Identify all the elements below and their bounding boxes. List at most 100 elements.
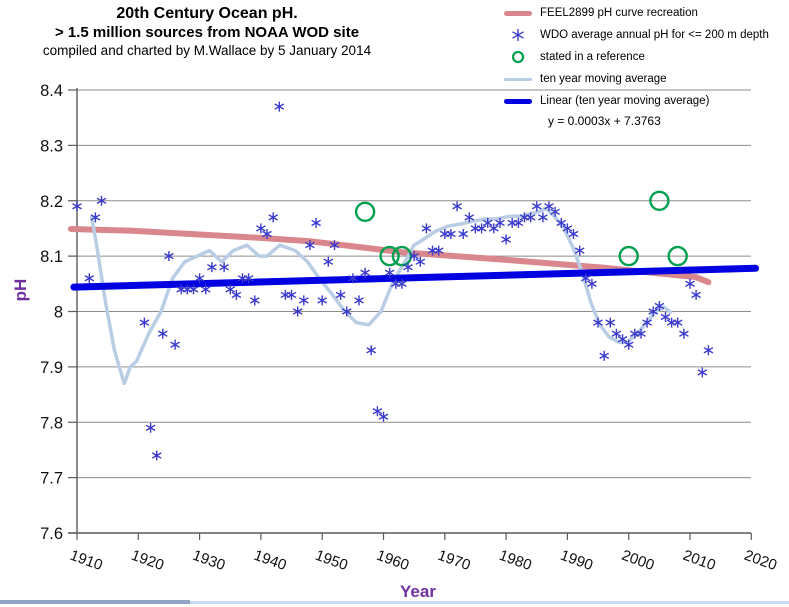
scatter-point xyxy=(482,217,493,228)
scatter-point xyxy=(611,328,622,339)
chart-subtitle: > 1.5 million sources from NOAA WOD site xyxy=(54,24,360,41)
scatter-point xyxy=(256,223,266,234)
scatter-point xyxy=(305,240,315,251)
scatter-point xyxy=(476,223,487,234)
scatter-point xyxy=(648,306,659,317)
scatter-point xyxy=(348,273,358,284)
scatter-point xyxy=(194,273,205,284)
scatter-point xyxy=(525,212,536,223)
x-tick-label: 1960 xyxy=(374,547,411,574)
scatter-point xyxy=(580,273,591,284)
scatter-point xyxy=(286,289,297,300)
scatter-point xyxy=(562,223,573,234)
reference-circle-point xyxy=(618,245,639,267)
trend-equation: y = 0.0003x + 7.3763 xyxy=(548,114,661,128)
x-tick-label: 1980 xyxy=(497,547,534,574)
y-tick-label: 8 xyxy=(54,304,63,322)
scatter-point xyxy=(433,245,444,256)
scatter-point xyxy=(164,251,174,262)
scatter-point xyxy=(231,289,242,300)
scatter-point xyxy=(507,217,518,228)
scatter-point xyxy=(274,101,285,112)
scatter-point xyxy=(623,339,634,350)
scatter-point xyxy=(200,284,211,295)
scatter-point xyxy=(188,284,199,295)
x-tick-label: 1940 xyxy=(252,547,289,574)
scatter-point xyxy=(452,201,462,212)
scatter-point xyxy=(464,212,475,223)
bottom-edge-bar-right xyxy=(190,601,789,604)
x-axis-title: Year xyxy=(400,582,436,601)
scatter-point xyxy=(691,289,701,300)
chart-legend: FEEL2899 pH curve recreation WDO average … xyxy=(496,2,786,128)
scatter-point xyxy=(488,223,499,234)
y-tick-label: 8.1 xyxy=(40,248,63,266)
scatter-point xyxy=(207,262,217,273)
x-tick-label: 2010 xyxy=(681,547,718,574)
scatter-point xyxy=(280,289,291,300)
legend-item: stated in a reference xyxy=(496,46,786,68)
legend-wdo-asterisk-icon xyxy=(496,27,540,43)
y-tick-label: 8.3 xyxy=(40,137,63,155)
x-tick-label: 1950 xyxy=(313,547,350,574)
scatter-point xyxy=(292,306,303,317)
scatter-point xyxy=(617,334,628,345)
legend-ma-line-icon xyxy=(496,77,540,81)
scatter-point xyxy=(317,295,328,306)
scatter-point xyxy=(96,195,107,206)
scatter-point xyxy=(538,212,548,223)
scatter-point xyxy=(329,240,340,251)
scatter-point xyxy=(268,212,279,223)
legend-item: FEEL2899 pH curve recreation xyxy=(496,2,786,24)
scatter-point xyxy=(262,229,272,239)
scatter-point xyxy=(397,278,407,289)
scatter-point xyxy=(470,223,481,234)
scatter-point xyxy=(513,217,524,228)
scatter-point xyxy=(642,317,652,328)
x-tick-label: 1930 xyxy=(190,547,227,574)
scatter-point xyxy=(599,350,610,361)
scatter-point xyxy=(145,422,156,433)
x-tick-label: 2000 xyxy=(619,547,656,574)
legend-item: WDO average annual pH for <= 200 m depth xyxy=(496,24,786,46)
scatter-point xyxy=(378,411,389,422)
scatter-point xyxy=(72,201,82,212)
scatter-point xyxy=(157,328,168,339)
scatter-point xyxy=(703,345,714,356)
y-tick-label: 7.9 xyxy=(40,359,63,377)
chart-title-block: 20th Century Ocean pH. > 1.5 million sou… xyxy=(0,4,414,60)
scatter-point xyxy=(90,212,101,223)
scatter-point xyxy=(372,406,383,417)
scatter-point xyxy=(335,289,346,300)
legend-item-label: ten year moving average xyxy=(540,73,667,85)
scatter-point xyxy=(139,317,150,328)
reference-circle-point xyxy=(379,245,400,267)
scatter-point xyxy=(672,317,683,328)
reference-circle-point xyxy=(354,201,376,223)
scatter-point xyxy=(568,229,579,239)
scatter-point xyxy=(544,201,554,212)
scatter-point xyxy=(298,295,309,306)
scatter-point xyxy=(605,317,616,328)
legend-item-label: Linear (ten year moving average) xyxy=(540,95,710,107)
scatter-point xyxy=(225,284,236,295)
scatter-point xyxy=(593,317,603,328)
scatter-point xyxy=(421,223,432,234)
y-tick-label: 7.8 xyxy=(40,414,63,432)
scatter-point xyxy=(550,206,560,217)
bottom-edge-bar-left xyxy=(0,600,190,604)
scatter-point xyxy=(685,278,695,289)
scatter-point xyxy=(384,267,395,278)
scatter-point xyxy=(636,328,646,339)
scatter-point xyxy=(415,256,426,267)
y-tick-label: 8.4 xyxy=(40,82,63,100)
scatter-point xyxy=(531,201,542,212)
scatter-point xyxy=(360,267,370,278)
scatter-point xyxy=(556,217,567,228)
y-tick-label: 8.2 xyxy=(40,193,63,211)
y-tick-label: 7.7 xyxy=(40,470,63,488)
legend-reference-circle-icon xyxy=(496,49,540,65)
reference-circle-point xyxy=(649,190,670,212)
